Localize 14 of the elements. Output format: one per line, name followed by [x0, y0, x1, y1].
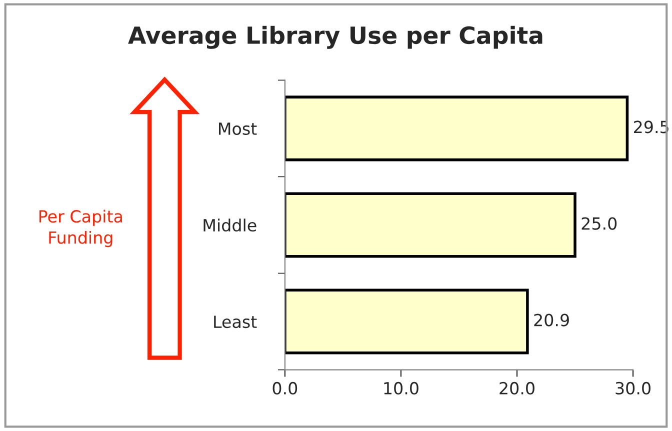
- bar: [284, 96, 629, 162]
- y-tick-label: Most: [218, 122, 257, 136]
- data-label: 25.0: [582, 217, 617, 230]
- x-tick-label: 30.0: [616, 382, 650, 395]
- bar: [284, 192, 576, 258]
- chart-title: Average Library Use per Capita: [128, 26, 542, 49]
- data-label: 20.9: [534, 314, 569, 326]
- x-tick-label: 0.0: [272, 382, 298, 395]
- y-tick-label: Middle: [204, 218, 256, 232]
- y-tick-label: Least: [214, 316, 257, 328]
- bar: [284, 288, 529, 354]
- x-tick-label: 20.0: [500, 382, 534, 395]
- text: Per Capita Funding: [39, 210, 122, 248]
- x-tick-label: 10.0: [384, 382, 418, 395]
